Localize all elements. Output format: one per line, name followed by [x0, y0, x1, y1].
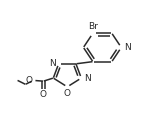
- Text: N: N: [84, 74, 90, 83]
- Text: O: O: [26, 76, 33, 85]
- Text: O: O: [40, 91, 47, 99]
- Text: N: N: [49, 59, 56, 68]
- Text: Br: Br: [88, 22, 98, 31]
- Text: O: O: [64, 89, 71, 98]
- Text: N: N: [124, 43, 130, 52]
